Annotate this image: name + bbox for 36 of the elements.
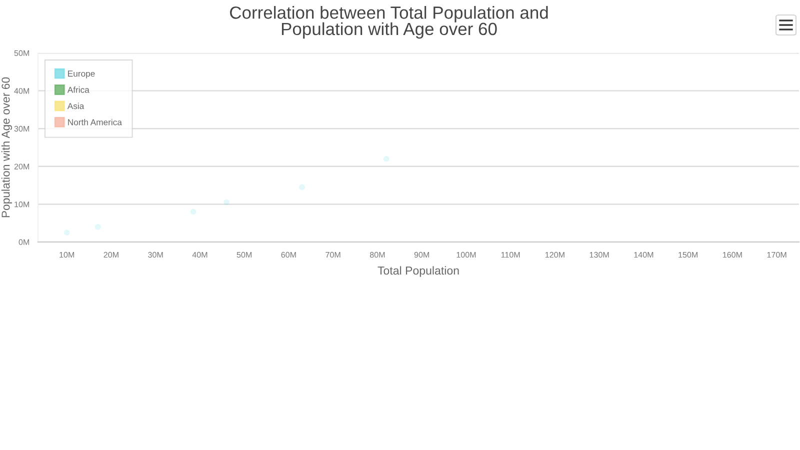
x-tick-label: 120M: [545, 252, 564, 258]
x-tick-label: 10M: [60, 252, 74, 258]
x-tick-label: 50M: [236, 252, 252, 258]
x-tick-label: 160M: [722, 252, 742, 258]
x-tick-label: 70M: [326, 252, 340, 258]
point: [299, 184, 305, 190]
point: [383, 156, 390, 162]
x-tick-label: 90M: [414, 252, 430, 258]
x-tick-label: 170M: [767, 252, 786, 258]
x-tick-label: 40M: [192, 252, 208, 258]
y-tick-label: 10M: [14, 201, 30, 208]
x-tick-label: 150M: [678, 252, 698, 258]
chart-title: Correlation between Total Population and Population with Age over 60: [230, 6, 548, 39]
point: [64, 230, 70, 236]
x-tick-label: 60M: [281, 252, 296, 258]
legend-label: Africa: [67, 86, 90, 93]
point: [94, 224, 101, 230]
x-tick-label: 80M: [370, 252, 385, 258]
legend-label: North America: [68, 118, 122, 126]
x-tick-label: 110M: [501, 252, 520, 258]
legend-label: Europe: [68, 70, 95, 78]
y-tick-label: 30M: [14, 126, 30, 132]
x-axis-title: Total Population: [378, 266, 459, 277]
y-tick-label: 0M: [18, 239, 30, 245]
point: [190, 208, 196, 215]
x-tick-label: 100M: [456, 252, 476, 258]
y-tick-label: 40M: [14, 88, 30, 94]
y-axis-title: Population with Age over 60: [1, 77, 12, 218]
x-tick-label: 20M: [104, 252, 118, 258]
legend-label: Asia: [67, 102, 84, 110]
point: [224, 199, 230, 206]
x-tick-label: 140M: [634, 252, 654, 258]
x-tick-label: 130M: [590, 252, 609, 258]
x-tick-label: 30M: [148, 252, 163, 258]
y-tick-label: 50M: [14, 50, 30, 56]
y-tick-label: 20M: [14, 164, 30, 170]
